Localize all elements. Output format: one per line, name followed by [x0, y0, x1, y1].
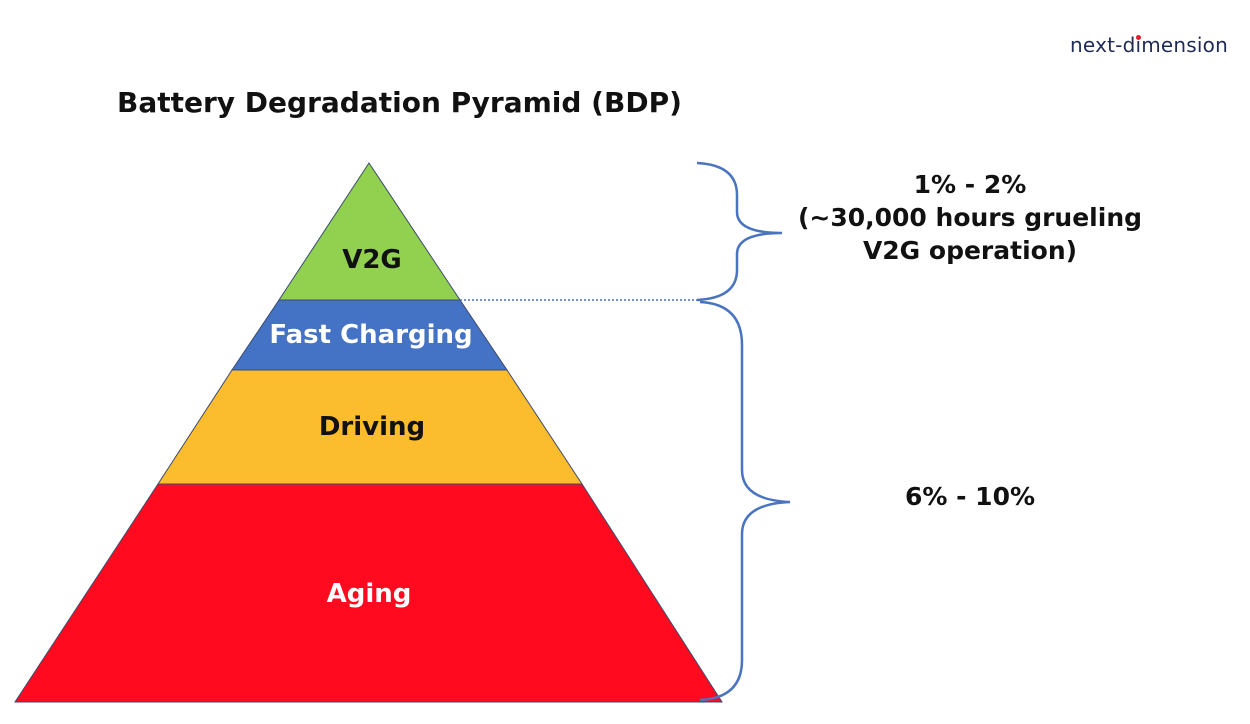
annotation-top-line2: (~30,000 hours grueling [797, 203, 1143, 232]
lower-brace [699, 300, 791, 702]
logo-text-end: mension [1141, 33, 1228, 57]
tier-label-driving: Driving [319, 412, 425, 442]
page-title: Battery Degradation Pyramid (BDP) [117, 86, 682, 119]
annotation-top-line1: 1% - 2% [913, 170, 1027, 199]
annotation-top-line3: V2G operation) [862, 236, 1078, 265]
tier-label-aging: Aging [327, 579, 412, 609]
logo-red-dot [1135, 35, 1141, 40]
upper-brace [696, 161, 783, 302]
logo-dotted-i: ı [1135, 33, 1142, 57]
brand-logo: next-dı mension [1070, 33, 1228, 57]
tier-label-v2g: V2G [342, 245, 402, 275]
annotation-base-degradation: 6% - 10% [870, 480, 1070, 513]
annotation-v2g-degradation: 1% - 2% (~30,000 hours grueling V2G oper… [770, 168, 1170, 267]
annotation-bottom-line1: 6% - 10% [904, 482, 1036, 511]
tier-label-fast-charging: Fast Charging [269, 320, 472, 350]
logo-text-start: next-d [1070, 33, 1136, 57]
tier-v2g [278, 162, 461, 301]
